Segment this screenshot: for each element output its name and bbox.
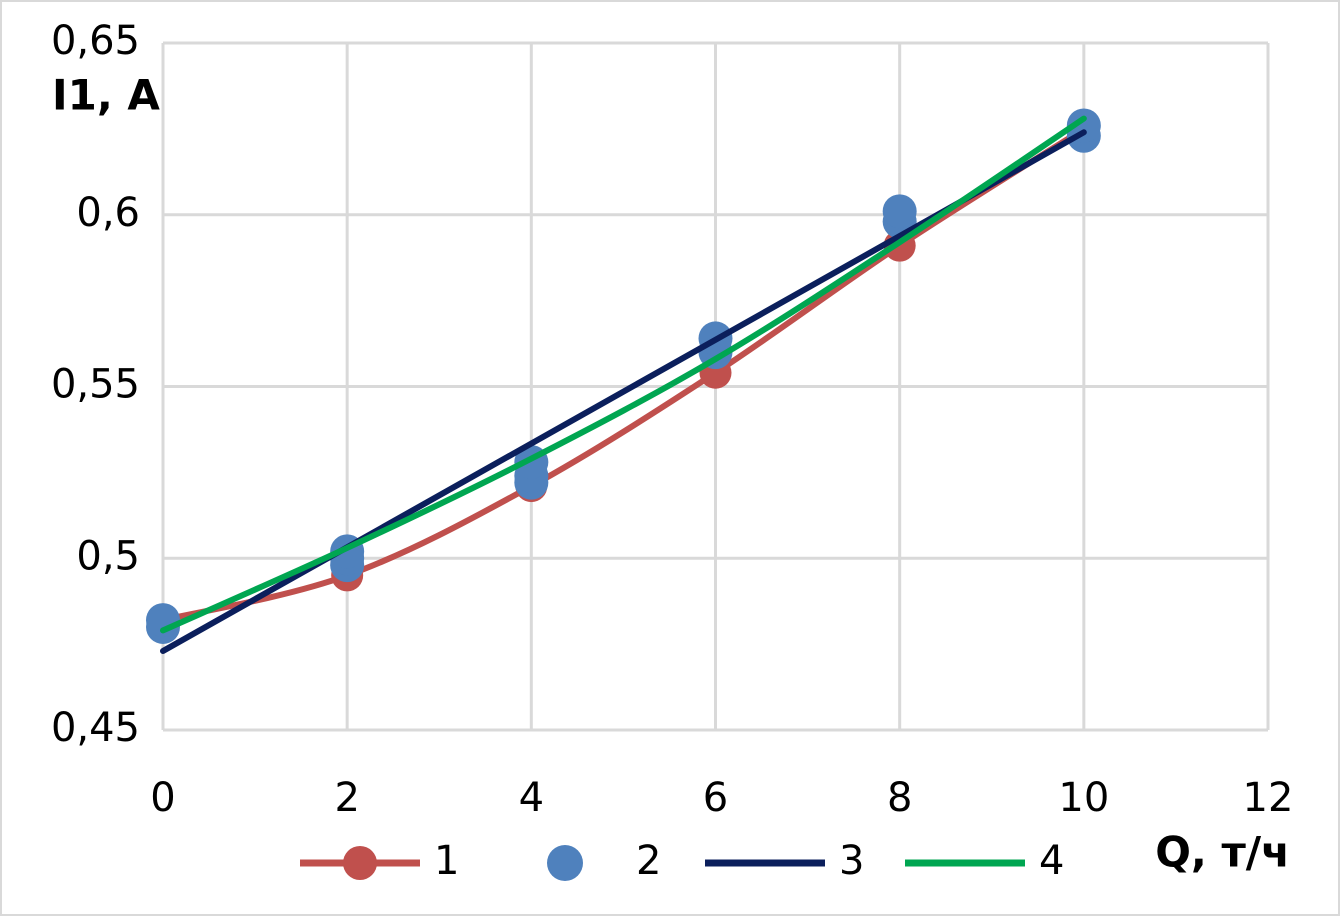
data-point [882, 194, 917, 229]
y-tick-label: 0,45 [51, 705, 140, 751]
x-tick-label: 10 [1058, 775, 1109, 821]
x-tick-label: 12 [1243, 775, 1294, 821]
legend-label: 3 [839, 838, 864, 884]
y-tick-label: 0,65 [51, 18, 140, 64]
legend-marker [343, 846, 377, 880]
legend-label: 2 [636, 838, 661, 884]
x-tick-label: 6 [703, 775, 728, 821]
legend-label: 1 [434, 838, 459, 884]
x-tick-label: 0 [150, 775, 175, 821]
legend-marker [547, 845, 583, 881]
x-tick-label: 4 [519, 775, 544, 821]
y-axis-label: I1, A [52, 71, 160, 120]
y-tick-label: 0,55 [51, 362, 140, 408]
x-tick-label: 2 [334, 775, 359, 821]
x-tick-label: 8 [887, 775, 912, 821]
x-axis-label: Q, т/ч [1155, 828, 1290, 877]
y-tick-label: 0,5 [76, 533, 140, 579]
series-line [160, 115, 1087, 634]
y-tick-label: 0,6 [76, 190, 140, 236]
legend-label: 4 [1039, 838, 1064, 884]
